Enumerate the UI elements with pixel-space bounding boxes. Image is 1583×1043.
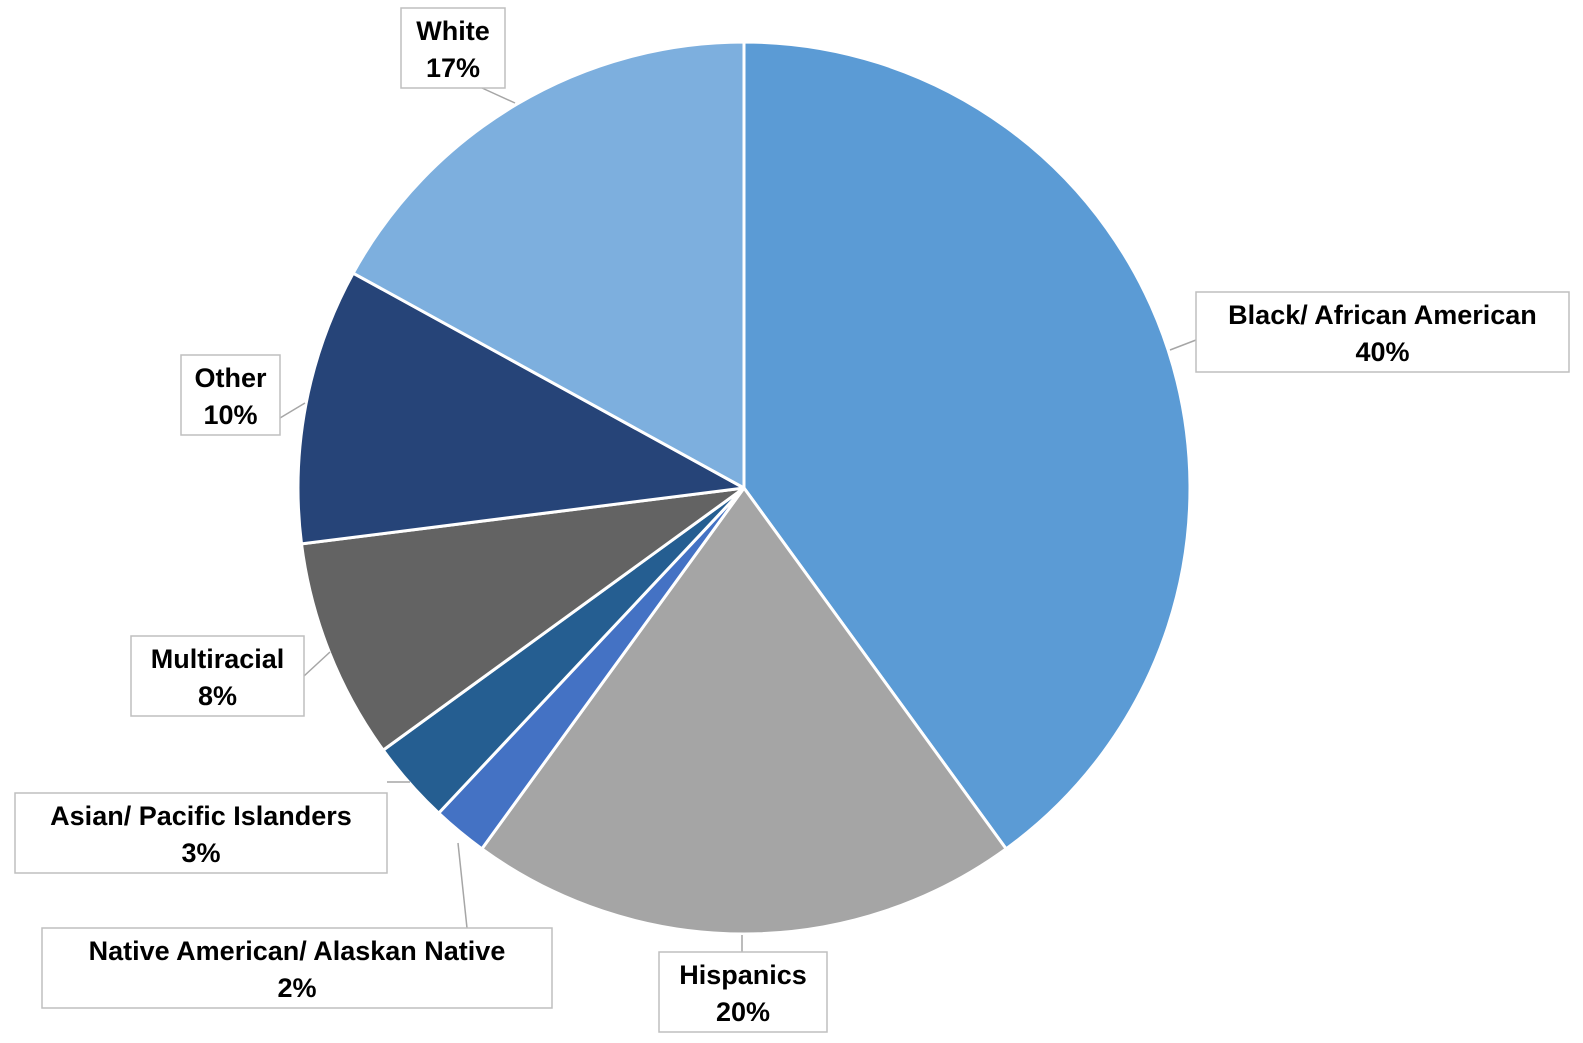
leader-line-native-american-alaskan-native xyxy=(457,842,468,929)
label-percent: 8% xyxy=(198,681,237,711)
pie-slice-black-african-american xyxy=(742,40,1192,851)
label-category: Multiracial xyxy=(151,644,285,674)
label-box xyxy=(41,927,553,1009)
leader-line-multiracial xyxy=(303,651,331,677)
label-category: Native American/ Alaskan Native xyxy=(89,936,506,966)
data-label-native-american-alaskan-native: Native American/ Alaskan Native 2% xyxy=(41,927,553,1009)
data-label-other: Other 10% xyxy=(180,354,281,436)
label-box xyxy=(180,354,281,436)
label-box xyxy=(1195,291,1570,373)
pie-slices xyxy=(296,40,1192,936)
data-labels: Black/ African American 40% Hispanics 20% Na… xyxy=(14,7,1570,1033)
leader-line-black-african-american xyxy=(1169,339,1197,351)
label-percent: 40% xyxy=(1355,337,1409,367)
pie-slice-white xyxy=(351,40,746,490)
label-percent: 20% xyxy=(716,997,770,1027)
data-label-black-african-american: Black/ African American 40% xyxy=(1195,291,1570,373)
leader-line-other xyxy=(279,402,306,419)
data-label-multiracial: Multiracial 8% xyxy=(130,635,305,717)
leader-lines xyxy=(279,87,1197,952)
label-category: Black/ African American xyxy=(1228,300,1537,330)
label-box xyxy=(400,7,506,89)
label-percent: 3% xyxy=(181,838,220,868)
label-percent: 2% xyxy=(277,973,316,1003)
label-box xyxy=(130,635,305,717)
label-category: White xyxy=(416,16,490,46)
label-category: Other xyxy=(194,363,267,393)
pie-slice-other xyxy=(296,271,746,546)
label-box xyxy=(14,792,388,874)
label-percent: 17% xyxy=(426,53,480,83)
pie-slice-hispanics xyxy=(480,486,1008,936)
data-label-white: White 17% xyxy=(400,7,506,89)
label-category: Asian/ Pacific Islanders xyxy=(50,801,352,831)
data-label-asian-pacific-islanders: Asian/ Pacific Islanders 3% xyxy=(14,792,388,874)
leader-line-white xyxy=(481,87,516,104)
label-percent: 10% xyxy=(203,400,257,430)
data-label-hispanics: Hispanics 20% xyxy=(658,951,828,1033)
label-category: Hispanics xyxy=(679,960,807,990)
label-box xyxy=(658,951,828,1033)
